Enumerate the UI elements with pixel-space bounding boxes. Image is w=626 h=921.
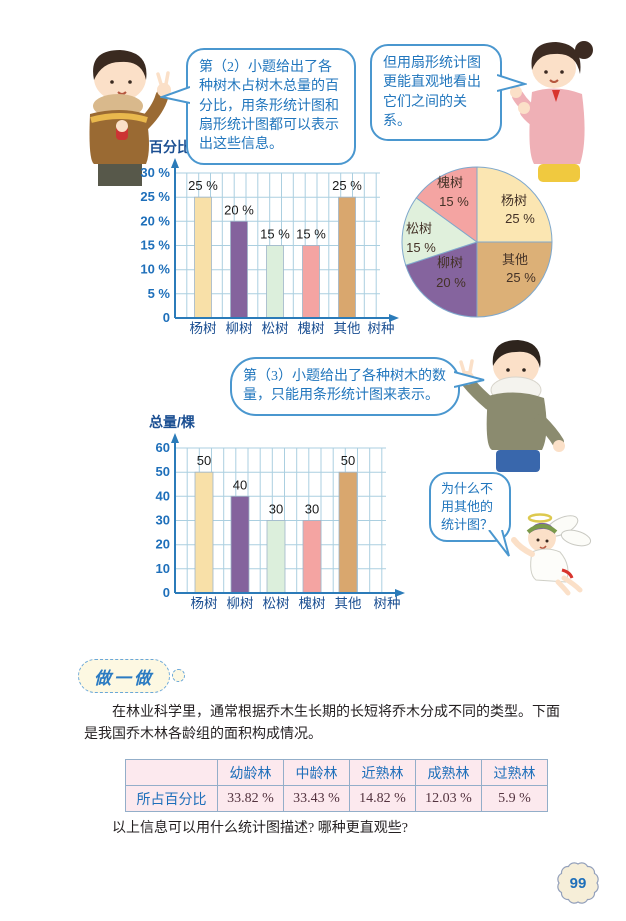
intro-paragraph: 在林业科学里，通常根据乔木生长期的长短将乔木分成不同的类型。下面是我国乔木林各龄… [84,705,560,742]
table-header-cell [125,759,218,786]
speech-bubble-boy2: 第（3）小题给出了各种树木的数量，只能用条形统计图来表示。 [230,357,460,416]
do-it-badge-label: 做一做 [94,668,154,688]
svg-text:0: 0 [163,585,170,600]
speech-bubble-girl-text: 但用扇形统计图更能直观地看出它们之间的关系。 [383,56,481,129]
speech-bubble-boy1-text: 第（2）小题给出了各种树木占树木总量的百分比，用条形统计图和扇形统计图都可以表示… [199,60,339,153]
table-header-cell: 成熟林 [415,759,482,786]
svg-text:树种: 树种 [374,596,401,611]
svg-text:松树: 松树 [406,221,432,236]
svg-text:60: 60 [156,440,170,455]
svg-text:槐树: 槐树 [299,596,326,611]
svg-text:50: 50 [156,464,170,479]
svg-text:槐树: 槐树 [437,175,463,190]
svg-text:15 %: 15 % [140,238,170,253]
table-value-cell: 12.03 % [415,785,482,812]
svg-text:总量/棵: 总量/棵 [149,414,195,430]
table-value-cell: 33.43 % [283,785,350,812]
svg-text:松树: 松树 [263,596,290,611]
svg-text:40: 40 [233,477,247,492]
svg-text:30: 30 [269,502,283,517]
scallop-badge-icon [557,862,599,904]
svg-text:30 %: 30 % [140,165,170,180]
speech-bubble-boy1: 第（2）小题给出了各种树木占树木总量的百分比，用条形统计图和扇形统计图都可以表示… [186,48,356,165]
svg-text:15 %: 15 % [296,227,326,242]
svg-text:40: 40 [156,488,170,503]
percent-bar-chart: 25 % 杨树 20 % 柳树 15 % 松树 15 % 槐树 25 % 其他 0 5 % 10 % 15… [138,138,408,345]
svg-text:15 %: 15 % [439,194,469,209]
svg-text:25 %: 25 % [140,189,170,204]
speech-bubble-tail [160,86,190,104]
tree-pie-chart: 杨树 25 % 其他 25 % 柳树 20 % 松树 15 % 槐树 15 % [393,153,563,325]
forest-age-table-container: 幼龄林 中龄林 近熟林 成熟林 过熟林 所占百分比 33.82 % 33.43 % 14.82 … [125,759,548,812]
svg-text:槐树: 槐树 [298,321,325,336]
table-value-cell: 5.9 % [481,785,548,812]
svg-text:其他: 其他 [502,252,528,267]
speech-bubble-tail [454,371,485,388]
svg-text:百分比: 百分比 [149,139,191,155]
svg-text:20 %: 20 % [436,275,466,290]
svg-text:杨树: 杨树 [191,596,218,611]
speech-bubble-boy2-text: 第（3）小题给出了各种树木的数量，只能用条形统计图来表示。 [243,369,446,404]
svg-text:20: 20 [156,537,170,552]
speech-bubble-girl: 但用扇形统计图更能直观地看出它们之间的关系。 [370,44,502,142]
svg-text:15 %: 15 % [406,240,436,255]
svg-text:其他: 其他 [335,596,362,611]
svg-text:0: 0 [163,310,170,325]
svg-text:20 %: 20 % [140,213,170,228]
svg-text:30: 30 [305,502,319,517]
table-value-cell: 14.82 % [349,785,416,812]
svg-text:柳树: 柳树 [227,596,254,611]
page-number-badge: 99 [555,860,601,906]
table-header-cell: 过熟林 [481,759,548,786]
svg-text:20 %: 20 % [224,202,254,217]
girl-illustration [510,41,593,182]
question-text: 以上信息可以用什么统计图描述? 哪种更直观些? [112,821,408,836]
table-row: 所占百分比 33.82 % 33.43 % 14.82 % 12.03 % 5.9 % [125,785,548,812]
svg-text:松树: 松树 [262,321,289,336]
table-row-label: 所占百分比 [125,785,218,812]
svg-text:30: 30 [156,513,170,528]
svg-text:柳树: 柳树 [226,321,253,336]
speech-bubble-angel-text: 为什么不用其他的统计图？ [441,481,494,532]
count-bar-chart: 50 杨树 40 柳树 30 松树 30 槐树 50 其他 0 10 20 30 40 50 60 总量/棵树种 [138,408,430,625]
svg-text:25 %: 25 % [188,178,218,193]
svg-text:树种: 树种 [368,321,395,336]
table-header-cell: 幼龄林 [217,759,284,786]
boy-illustration-2 [459,340,565,472]
svg-text:杨树: 杨树 [501,193,527,208]
table-header-cell: 近熟林 [349,759,416,786]
svg-text:10 %: 10 % [140,262,170,277]
do-it-badge-dot [172,669,185,682]
do-it-badge: 做一做 [78,659,170,693]
svg-text:50: 50 [341,453,355,468]
table-header-cell: 中龄林 [283,759,350,786]
svg-text:15 %: 15 % [260,227,290,242]
table-value-cell: 33.82 % [217,785,284,812]
forest-age-table: 幼龄林 中龄林 近熟林 成熟林 过熟林 所占百分比 33.82 % 33.43 % 14.82 … [125,759,548,812]
svg-text:25 %: 25 % [505,211,535,226]
svg-text:杨树: 杨树 [190,321,217,336]
svg-text:5 %: 5 % [148,286,171,301]
svg-text:柳树: 柳树 [437,255,463,270]
boy-illustration-1 [89,50,171,186]
svg-text:25 %: 25 % [506,270,536,285]
speech-bubble-tail [488,530,510,557]
svg-text:50: 50 [197,453,211,468]
svg-text:25 %: 25 % [332,178,362,193]
angel-illustration [511,513,592,596]
svg-text:其他: 其他 [334,321,361,336]
svg-text:10: 10 [156,561,170,576]
halo-icon [527,513,553,523]
page-number: 99 [569,874,587,892]
speech-bubble-tail [497,74,527,92]
